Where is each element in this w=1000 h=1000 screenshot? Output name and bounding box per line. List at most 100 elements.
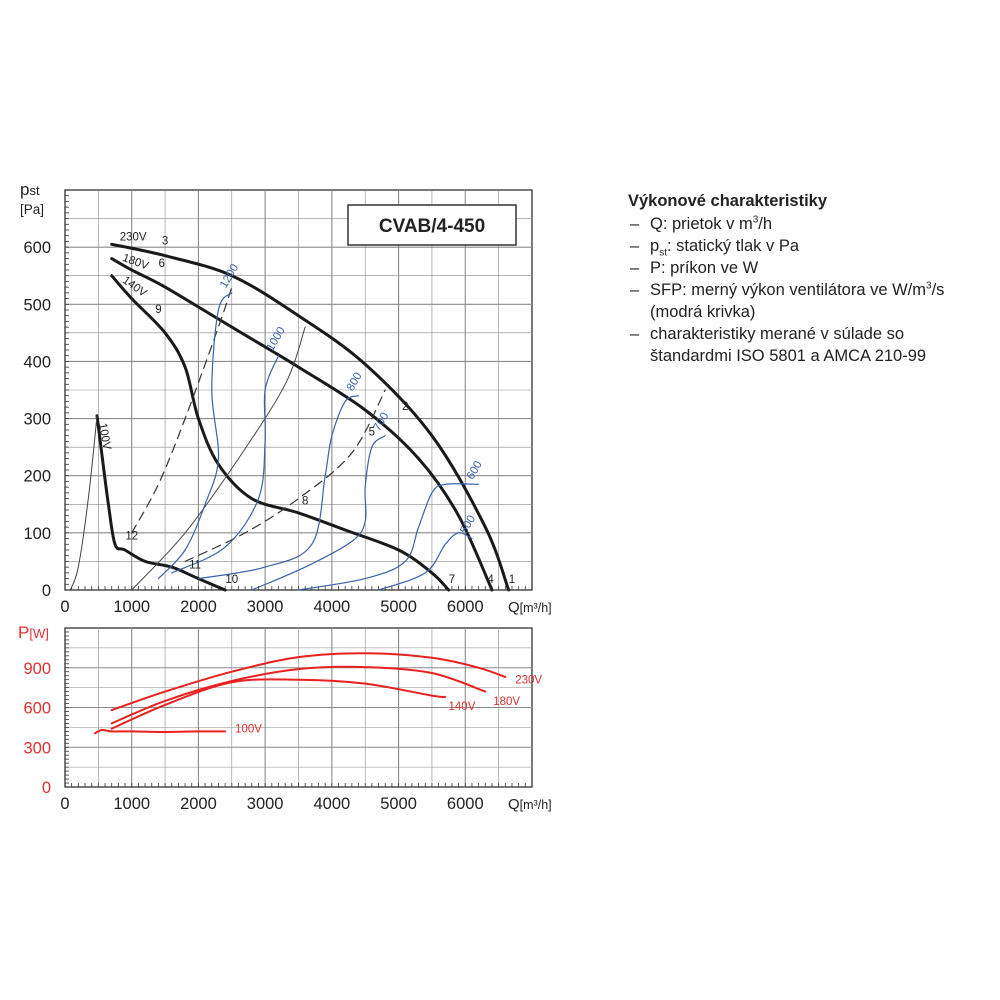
pressure-ytick-label: 200 xyxy=(23,468,51,486)
point-label-11: 11 xyxy=(189,559,201,571)
fan-label-180v: 180V xyxy=(121,252,151,273)
point-label-10: 10 xyxy=(225,574,238,586)
power-label-140v: 140V xyxy=(449,701,476,713)
legend-item-pressure-symbol: p xyxy=(650,237,660,255)
pressure-series-800 xyxy=(197,395,360,580)
pressure-series-system-5 xyxy=(131,326,306,591)
legend-item-standards-text: charakteristiky merané v súlade so štand… xyxy=(650,325,927,365)
point-label-1: 1 xyxy=(509,574,515,586)
pressure-ylabel-symbol: p xyxy=(20,180,29,199)
legend-item-sfp-text: SFP: merný výkon ventilátora ve W/m xyxy=(650,281,926,299)
power-xtick-label: 3000 xyxy=(247,795,284,813)
pressure-xtick-label: 3000 xyxy=(247,598,284,616)
power-xlabel: Q[m³/h] xyxy=(508,796,552,813)
pressure-xtick-label: 1000 xyxy=(113,598,150,616)
pressure-xtick-label: 2000 xyxy=(180,598,217,616)
pressure-series-140v xyxy=(110,274,451,592)
power-ytick-label: 300 xyxy=(23,739,51,757)
legend-item-standards: charakteristiky merané v súlade so štand… xyxy=(628,323,988,367)
pressure-ylabel-sub: st xyxy=(29,183,40,198)
power-xtick-label: 6000 xyxy=(447,795,484,813)
point-label-4: 4 xyxy=(487,574,494,586)
power-xlabel-symbol: Q xyxy=(508,796,520,813)
power-series-230v xyxy=(110,652,507,712)
power-xlabel-unit: [m³/h] xyxy=(520,798,552,812)
power-xtick-label: 0 xyxy=(60,795,69,813)
point-label-5: 5 xyxy=(369,427,375,439)
legend-item-power: P: príkon ve W xyxy=(628,257,988,279)
static-pressure-plot: 0 1000 2000 3000 4000 5000 6000 0 100 200 300 400 50… xyxy=(20,180,552,616)
sfp-label-600: 600 xyxy=(465,459,485,482)
power-yunit: [W] xyxy=(29,626,49,641)
pressure-ytick-label: 300 xyxy=(23,411,51,429)
power-label-100v: 100V xyxy=(235,724,262,736)
power-series-100v xyxy=(94,728,227,735)
pressure-xlabel-unit: [m³/h] xyxy=(520,601,552,615)
pressure-ytick-label: 500 xyxy=(23,296,51,314)
power-xtick-label: 4000 xyxy=(313,795,350,813)
pressure-series-1000 xyxy=(171,355,280,574)
legend-item-flow-sup: 3 xyxy=(752,214,759,226)
pressure-ytick-label: 0 xyxy=(42,582,51,600)
legend-list: Q: prietok v m3/h pst: statický tlak v P… xyxy=(628,213,988,367)
point-label-7: 7 xyxy=(449,574,455,586)
legend-item-flow: Q: prietok v m3/h xyxy=(628,213,988,235)
point-label-12: 12 xyxy=(125,531,138,543)
sfp-label-1200: 1200 xyxy=(218,262,241,290)
power-xtick-label: 1000 xyxy=(113,795,150,813)
sfp-label-1000: 1000 xyxy=(265,325,288,353)
point-label-8: 8 xyxy=(302,495,308,507)
pressure-yunit: [Pa] xyxy=(20,202,44,217)
pressure-ylabel: pst xyxy=(20,180,40,199)
point-label-3: 3 xyxy=(162,235,168,247)
power-ytick-label: 600 xyxy=(23,700,51,718)
power-series-180v xyxy=(110,665,487,725)
pressure-series-1200 xyxy=(157,292,233,580)
fan-label-140v: 140V xyxy=(120,274,149,299)
legend-panel: Výkonové charakteristiky Q: prietok v m3… xyxy=(628,190,988,367)
power-series-140v xyxy=(110,678,447,730)
chart-title: CVAB/4-450 xyxy=(379,216,485,237)
legend-item-sfp-sup: 3 xyxy=(926,280,932,292)
pressure-series-500 xyxy=(378,532,473,591)
pressure-series-system-4 xyxy=(69,415,98,591)
power-label-230v: 230V xyxy=(515,675,542,687)
fan-label-100v: 100V xyxy=(96,422,113,451)
pressure-series-230v xyxy=(110,242,511,592)
power-ylabel: P[W] xyxy=(18,623,49,642)
power-xtick-label: 2000 xyxy=(180,795,217,813)
power-xtick-label: 5000 xyxy=(380,795,417,813)
power-ytick-label: 0 xyxy=(42,779,51,797)
pressure-ytick-label: 600 xyxy=(23,239,51,257)
legend-item-pressure-text: : statický tlak v Pa xyxy=(666,237,800,255)
pressure-series-700 xyxy=(251,435,386,591)
legend-item-sfp: SFP: merný výkon ventilátora ve W/m3/s (… xyxy=(628,279,988,323)
pressure-xlabel: Q[m³/h] xyxy=(508,599,552,616)
power-ytick-label: 900 xyxy=(23,660,51,678)
pressure-xtick-label: 5000 xyxy=(380,598,417,616)
point-label-6: 6 xyxy=(159,258,165,270)
pressure-xtick-label: 6000 xyxy=(447,598,484,616)
pressure-xtick-label: 4000 xyxy=(313,598,350,616)
fan-label-230v: 230V xyxy=(120,231,147,243)
point-label-2: 2 xyxy=(402,401,408,413)
chart-title-box xyxy=(347,204,517,246)
legend-item-flow-unit: /h xyxy=(758,215,773,233)
pressure-ytick-label: 100 xyxy=(23,525,51,543)
power-label-180v: 180V xyxy=(493,696,520,708)
pressure-series-600 xyxy=(297,483,480,591)
pressure-ytick-label: 400 xyxy=(23,353,51,371)
legend-item-sfp-unit: /s xyxy=(931,281,945,299)
pressure-xlabel-symbol: Q xyxy=(508,599,520,616)
power-ylabel-symbol: P xyxy=(18,623,29,642)
legend-item-pressure: pst: statický tlak v Pa xyxy=(628,235,988,258)
pressure-series-dashed-7 xyxy=(184,389,386,562)
pressure-xtick-label: 0 xyxy=(60,598,69,616)
pressure-series-100v xyxy=(95,414,227,592)
power-plot: 0 1000 2000 3000 4000 5000 6000 0 300 600 900 Q[m³/… xyxy=(18,623,552,813)
pressure-series-180v xyxy=(110,257,494,592)
point-label-9: 9 xyxy=(155,304,161,316)
legend-item-power-text: P: príkon ve W xyxy=(650,259,759,277)
pressure-series-dashed-6 xyxy=(131,286,233,534)
